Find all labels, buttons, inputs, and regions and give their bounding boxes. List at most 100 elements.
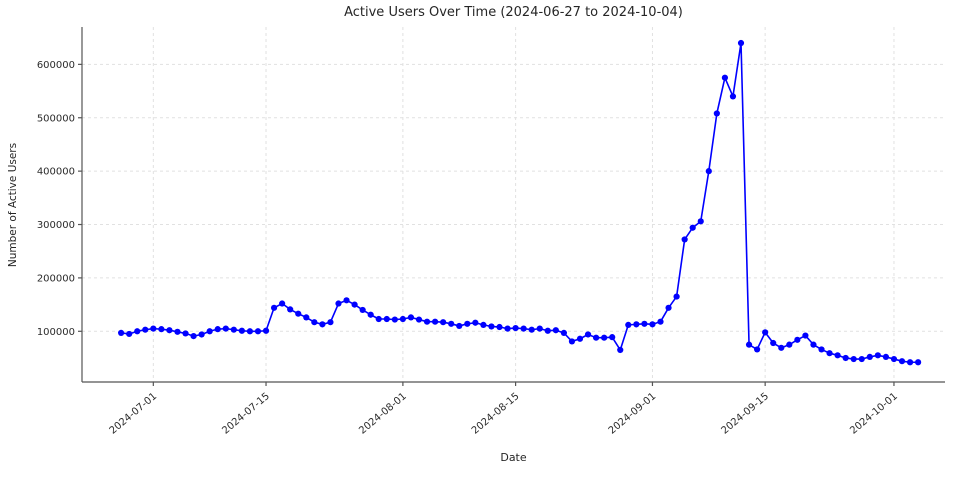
data-point — [560, 329, 567, 336]
y-tick-label: 200000 — [37, 273, 75, 284]
data-point — [238, 327, 245, 334]
data-point — [142, 326, 149, 333]
data-point — [754, 346, 761, 353]
data-point — [359, 306, 366, 314]
data-point — [423, 318, 431, 325]
data-point — [440, 319, 447, 326]
data-point — [729, 93, 737, 100]
data-point — [866, 353, 873, 361]
data-point — [544, 327, 551, 334]
data-point — [681, 236, 688, 243]
data-point — [383, 315, 390, 323]
data-point — [770, 339, 777, 347]
data-point — [657, 318, 664, 325]
y-tick-label: 500000 — [37, 113, 75, 124]
data-point — [826, 350, 833, 357]
data-point — [512, 324, 519, 332]
data-point — [504, 325, 511, 332]
data-point — [641, 320, 648, 327]
data-point — [834, 352, 841, 359]
data-point — [858, 355, 865, 363]
data-point — [898, 358, 906, 365]
data-point — [488, 323, 495, 330]
data-point — [721, 74, 729, 81]
data-point — [335, 300, 342, 307]
data-point — [150, 325, 157, 332]
x-axis-label: Date — [500, 451, 527, 464]
data-point — [270, 304, 278, 311]
data-point — [480, 321, 487, 328]
data-point — [391, 316, 398, 323]
series-line — [121, 42, 919, 364]
data-point — [778, 344, 785, 351]
x-tick-label: 2024-08-01 — [357, 391, 409, 437]
data-point — [890, 355, 898, 363]
data-point — [198, 331, 205, 338]
data-point — [625, 321, 632, 328]
data-point — [617, 346, 624, 354]
data-point — [415, 316, 423, 323]
data-point — [633, 321, 640, 328]
data-point — [786, 341, 793, 348]
data-point — [262, 327, 270, 334]
data-point — [407, 314, 415, 321]
data-point — [689, 224, 696, 231]
data-point — [552, 327, 559, 334]
data-point — [126, 330, 133, 338]
data-point — [762, 329, 769, 336]
data-point — [343, 297, 350, 304]
data-point — [592, 334, 600, 341]
data-point — [802, 332, 809, 339]
data-point — [118, 329, 125, 336]
data-point — [850, 355, 857, 363]
data-point — [601, 334, 608, 341]
data-point — [246, 328, 254, 335]
data-point — [568, 338, 576, 345]
data-point — [222, 325, 229, 332]
y-tick-label: 400000 — [37, 167, 75, 178]
data-point — [673, 293, 680, 300]
x-tick-label: 2024-09-01 — [607, 391, 659, 437]
data-point — [134, 328, 141, 335]
data-point — [431, 318, 439, 325]
data-point — [496, 323, 503, 331]
data-point — [214, 326, 221, 333]
data-point — [906, 359, 914, 366]
data-point — [705, 168, 712, 175]
data-point — [351, 301, 358, 308]
data-point — [520, 325, 527, 332]
y-tick-label: 100000 — [37, 327, 75, 338]
data-point — [279, 300, 286, 307]
data-point — [230, 326, 237, 333]
data-point — [166, 327, 173, 334]
data-point — [745, 341, 753, 348]
data-point — [842, 354, 849, 362]
y-tick-label: 300000 — [37, 220, 75, 231]
data-point — [174, 328, 181, 335]
data-point — [254, 328, 262, 335]
x-tick-label: 2024-07-15 — [220, 391, 272, 437]
data-point — [472, 319, 479, 326]
data-point — [287, 306, 294, 313]
x-tick-label: 2024-10-01 — [848, 391, 900, 437]
data-point — [794, 336, 801, 343]
data-point — [737, 39, 745, 47]
chart-title: Active Users Over Time (2024-06-27 to 20… — [344, 5, 683, 20]
data-point — [206, 328, 213, 335]
data-point — [713, 110, 720, 117]
data-point — [528, 326, 535, 333]
data-point — [584, 331, 592, 338]
x-tick-label: 2024-08-15 — [470, 391, 522, 437]
data-point — [456, 322, 463, 330]
data-point — [665, 304, 672, 311]
y-tick-label: 600000 — [37, 60, 75, 71]
data-point — [649, 321, 656, 328]
data-point — [697, 218, 704, 225]
data-point — [319, 321, 326, 328]
data-point — [818, 346, 825, 353]
data-point — [182, 330, 189, 337]
data-point — [810, 341, 817, 348]
data-point — [882, 353, 890, 361]
x-tick-label: 2024-09-15 — [719, 391, 771, 437]
